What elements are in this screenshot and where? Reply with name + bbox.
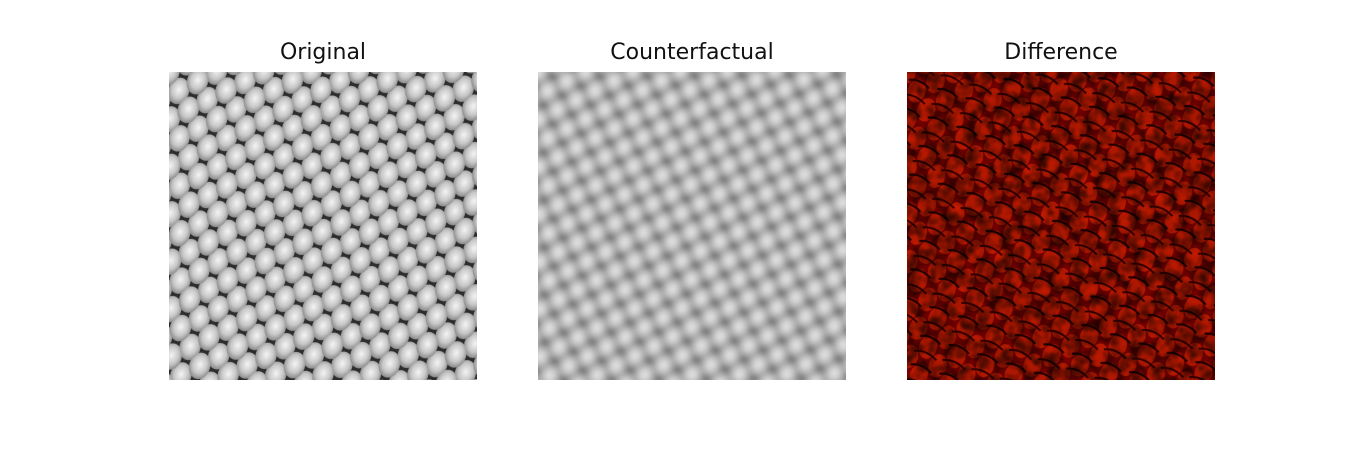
panel-title: Difference bbox=[1004, 40, 1118, 65]
difference-heatmap bbox=[907, 72, 1215, 380]
panel-title: Counterfactual bbox=[610, 40, 774, 65]
panel-title: Original bbox=[279, 40, 367, 65]
panel-difference: Difference bbox=[907, 36, 1215, 380]
panel-original: Original bbox=[169, 36, 477, 380]
original-image bbox=[169, 72, 477, 380]
counterfactual-image bbox=[538, 72, 846, 380]
panel-counterfactual: Counterfactual bbox=[538, 36, 846, 380]
